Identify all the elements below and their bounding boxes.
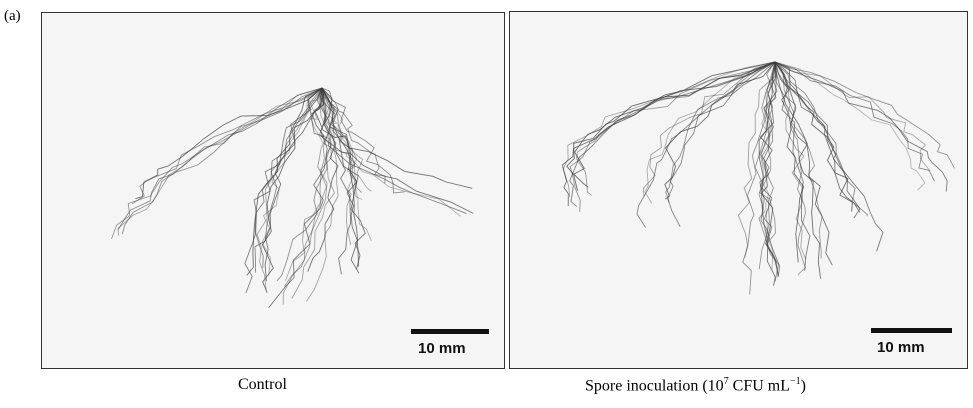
root-strand bbox=[305, 87, 339, 302]
root-strand bbox=[644, 61, 776, 204]
root-strand bbox=[759, 61, 781, 277]
control-caption: Control bbox=[238, 376, 287, 393]
root-strand bbox=[774, 61, 833, 266]
root-strand bbox=[285, 87, 332, 281]
root-strand bbox=[321, 87, 386, 184]
root-strand bbox=[642, 61, 776, 197]
root-strand bbox=[135, 87, 323, 200]
root-strand bbox=[636, 61, 776, 228]
root-strand bbox=[774, 61, 806, 275]
root-strand bbox=[573, 61, 776, 188]
root-strand bbox=[742, 61, 776, 295]
root-strand bbox=[311, 87, 474, 214]
root-strand bbox=[774, 61, 931, 172]
root-strand bbox=[268, 87, 328, 309]
root-strand bbox=[774, 61, 868, 217]
root-strand bbox=[566, 61, 776, 191]
root-strand bbox=[261, 87, 323, 293]
root-system-drawing bbox=[561, 61, 955, 295]
root-strand bbox=[117, 87, 323, 236]
root-strand bbox=[321, 87, 372, 192]
root-strand bbox=[254, 87, 323, 273]
root-strand bbox=[774, 61, 861, 213]
control-root-image: 10 mm bbox=[41, 12, 505, 369]
scale-bar bbox=[411, 329, 489, 334]
root-strand bbox=[321, 87, 360, 274]
figure-label: (a) bbox=[4, 8, 21, 24]
root-strand bbox=[291, 87, 336, 299]
root-strand bbox=[276, 87, 332, 282]
root-strand bbox=[774, 61, 861, 219]
scale-bar-label: 10 mm bbox=[418, 340, 466, 357]
root-system-drawing bbox=[111, 87, 474, 309]
root-strand bbox=[774, 61, 926, 191]
root-strand bbox=[254, 87, 323, 269]
root-strand bbox=[318, 87, 363, 200]
root-strand bbox=[774, 61, 823, 259]
root-strand bbox=[737, 61, 778, 258]
root-strand bbox=[283, 87, 331, 287]
scale-bar bbox=[871, 328, 952, 333]
root-strand bbox=[667, 61, 776, 227]
root-strand bbox=[307, 87, 339, 272]
root-strand bbox=[121, 87, 323, 235]
root-strand bbox=[759, 61, 776, 270]
root-strand bbox=[774, 61, 955, 169]
root-strand bbox=[314, 87, 473, 189]
root-strand bbox=[261, 87, 323, 276]
root-strand bbox=[264, 87, 323, 282]
root-strand bbox=[758, 61, 776, 286]
root-strand bbox=[774, 61, 884, 252]
scale-bar-label: 10 mm bbox=[877, 339, 925, 356]
root-strand bbox=[665, 61, 776, 203]
root-strand bbox=[321, 87, 366, 270]
root-strand bbox=[774, 61, 805, 263]
root-strand bbox=[575, 61, 776, 196]
root-strand bbox=[282, 87, 331, 305]
root-strand bbox=[774, 61, 935, 182]
root-strand bbox=[321, 87, 362, 193]
root-strand bbox=[664, 61, 776, 200]
root-strand bbox=[117, 87, 323, 231]
root-strand bbox=[759, 61, 779, 278]
inoculated-root-image: 10 mm bbox=[509, 11, 968, 369]
root-strand bbox=[774, 61, 807, 260]
root-strand bbox=[131, 87, 323, 205]
root-strand bbox=[774, 61, 822, 279]
root-strand bbox=[308, 87, 461, 217]
root-strand bbox=[256, 87, 323, 291]
inoculation-caption: Spore inoculation (107 CFU mL−1) bbox=[585, 376, 806, 395]
root-strand bbox=[562, 61, 776, 197]
root-strand bbox=[111, 87, 323, 240]
root-strand bbox=[321, 87, 405, 194]
root-strand bbox=[774, 61, 948, 192]
